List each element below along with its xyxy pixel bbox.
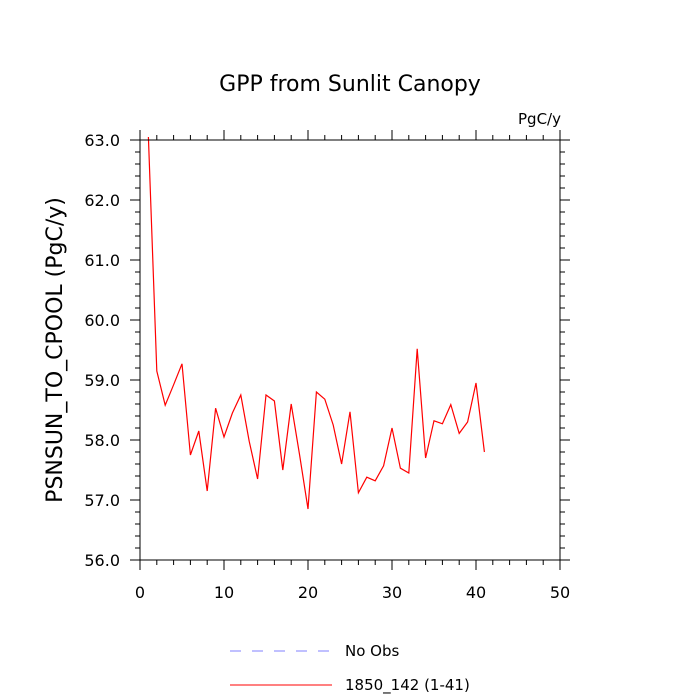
minor-ticks — [135, 135, 565, 565]
x-tick-label: 10 — [214, 583, 234, 602]
y-tick-label: 62.0 — [84, 191, 120, 210]
major-ticks — [130, 130, 570, 570]
legend: No Obs 1850_142 (1-41) — [230, 642, 470, 695]
x-tick-label: 20 — [298, 583, 318, 602]
plot-frame — [139, 139, 561, 561]
y-tick-label: 56.0 — [84, 551, 120, 570]
legend-label: 1850_142 (1-41) — [345, 676, 470, 695]
x-tick-label: 30 — [382, 583, 402, 602]
y-tick-label: 61.0 — [84, 251, 120, 270]
x-tick-label: 50 — [550, 583, 570, 602]
y-tick-labels: 56.0 57.0 58.0 59.0 60.0 61.0 62.0 63.0 — [84, 131, 120, 570]
x-tick-label: 40 — [466, 583, 486, 602]
units-label: PgC/y — [518, 110, 561, 128]
y-axis-label: PSNSUN_TO_CPOOL (PgC/y) — [43, 197, 68, 503]
plot-lines — [147, 136, 485, 510]
series-line — [147, 136, 485, 510]
x-tick-labels: 0 10 20 30 40 50 — [135, 583, 570, 602]
chart-title: GPP from Sunlit Canopy — [219, 72, 481, 97]
x-tick-label: 0 — [135, 583, 145, 602]
y-tick-label: 63.0 — [84, 131, 120, 150]
y-tick-label: 59.0 — [84, 371, 120, 390]
y-tick-label: 60.0 — [84, 311, 120, 330]
legend-label: No Obs — [345, 642, 399, 660]
y-tick-label: 57.0 — [84, 491, 120, 510]
y-tick-label: 58.0 — [84, 431, 120, 450]
